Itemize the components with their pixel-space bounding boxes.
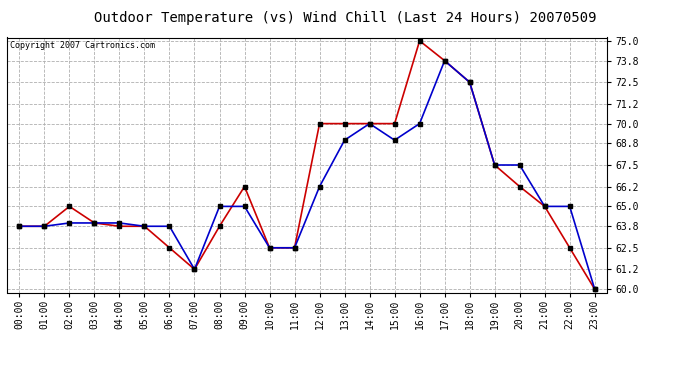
Text: Outdoor Temperature (vs) Wind Chill (Last 24 Hours) 20070509: Outdoor Temperature (vs) Wind Chill (Las… bbox=[94, 11, 596, 25]
Text: Copyright 2007 Cartronics.com: Copyright 2007 Cartronics.com bbox=[10, 41, 155, 50]
